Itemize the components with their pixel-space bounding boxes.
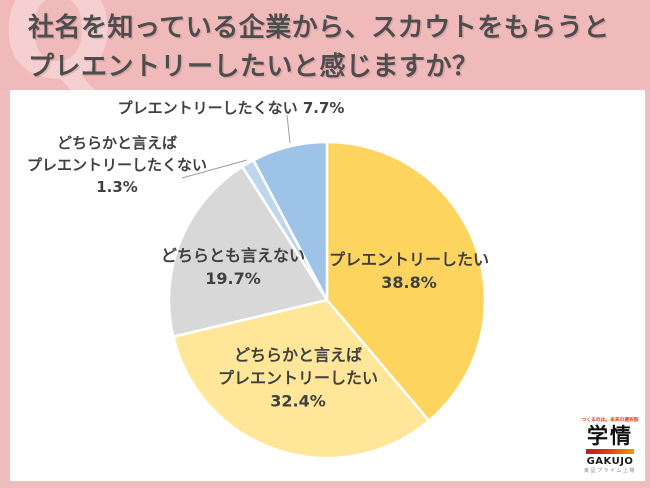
- pie-chart-svg: [167, 114, 487, 460]
- label-text: プレエントリーしたくない: [117, 99, 298, 117]
- label-text: プレエントリーしたくない: [26, 156, 208, 174]
- pie-slice-2: [167, 165, 329, 338]
- leader-line-left-label: [181, 159, 248, 179]
- label-text: どちらかと言えば: [56, 134, 178, 152]
- logo-stock-listing: 東証プライム上場: [584, 468, 636, 474]
- label-dont-want: プレエントリーしたくない 7.7%: [118, 97, 345, 119]
- pie-slice-0: [325, 140, 487, 422]
- label-neutral: どちらとも言えない 19.7%: [161, 244, 305, 290]
- logo-gradient-bar: [586, 449, 634, 454]
- pie-slice-1: [172, 298, 431, 460]
- label-somewhat-dont-want: どちらかと言えば プレエントリーしたくない 1.3%: [27, 132, 207, 198]
- label-pct: 38.8%: [381, 273, 437, 292]
- question-watermark: Q: [2, 0, 115, 90]
- chart-panel: プレエントリーしたい 38.8% どちらかと言えば プレエントリーしたい 32.…: [10, 90, 645, 481]
- logo-slogan: つくるのは。未来の選択肢: [581, 417, 639, 423]
- pie-slice-4: [252, 140, 329, 302]
- label-somewhat-want: どちらかと言えば プレエントリーしたい 32.4%: [218, 344, 378, 413]
- label-pct: 7.7%: [302, 99, 345, 117]
- logo-name-english: GAKUJO: [586, 456, 634, 467]
- label-text: プレエントリーしたい: [217, 368, 379, 388]
- logo-name-japanese: 学情: [587, 424, 633, 448]
- label-text: プレエントリーしたい: [328, 250, 490, 269]
- leader-line-top-label: [286, 114, 291, 144]
- page-title-line2: プレエントリーしたいと感じますか？: [28, 52, 479, 82]
- header: Q 社名を知っている企業から、スカウトをもらうと プレエントリーしたいと感じます…: [0, 0, 650, 90]
- label-pre-entry-want: プレエントリーしたい 38.8%: [329, 248, 489, 294]
- label-text: どちらかと言えば: [233, 345, 363, 365]
- label-pct: 19.7%: [205, 269, 261, 288]
- page-title-line1: 社名を知っている企業から、スカウトをもらうと: [28, 13, 610, 43]
- page-title: 社名を知っている企業から、スカウトをもらうと プレエントリーしたいと感じますか？: [28, 9, 610, 87]
- label-pct: 32.4%: [270, 391, 326, 411]
- label-pct: 1.3%: [96, 178, 138, 196]
- gakujo-logo: つくるのは。未来の選択肢 学情 GAKUJO 東証プライム上場: [580, 415, 640, 476]
- label-text: どちらとも言えない: [160, 246, 306, 265]
